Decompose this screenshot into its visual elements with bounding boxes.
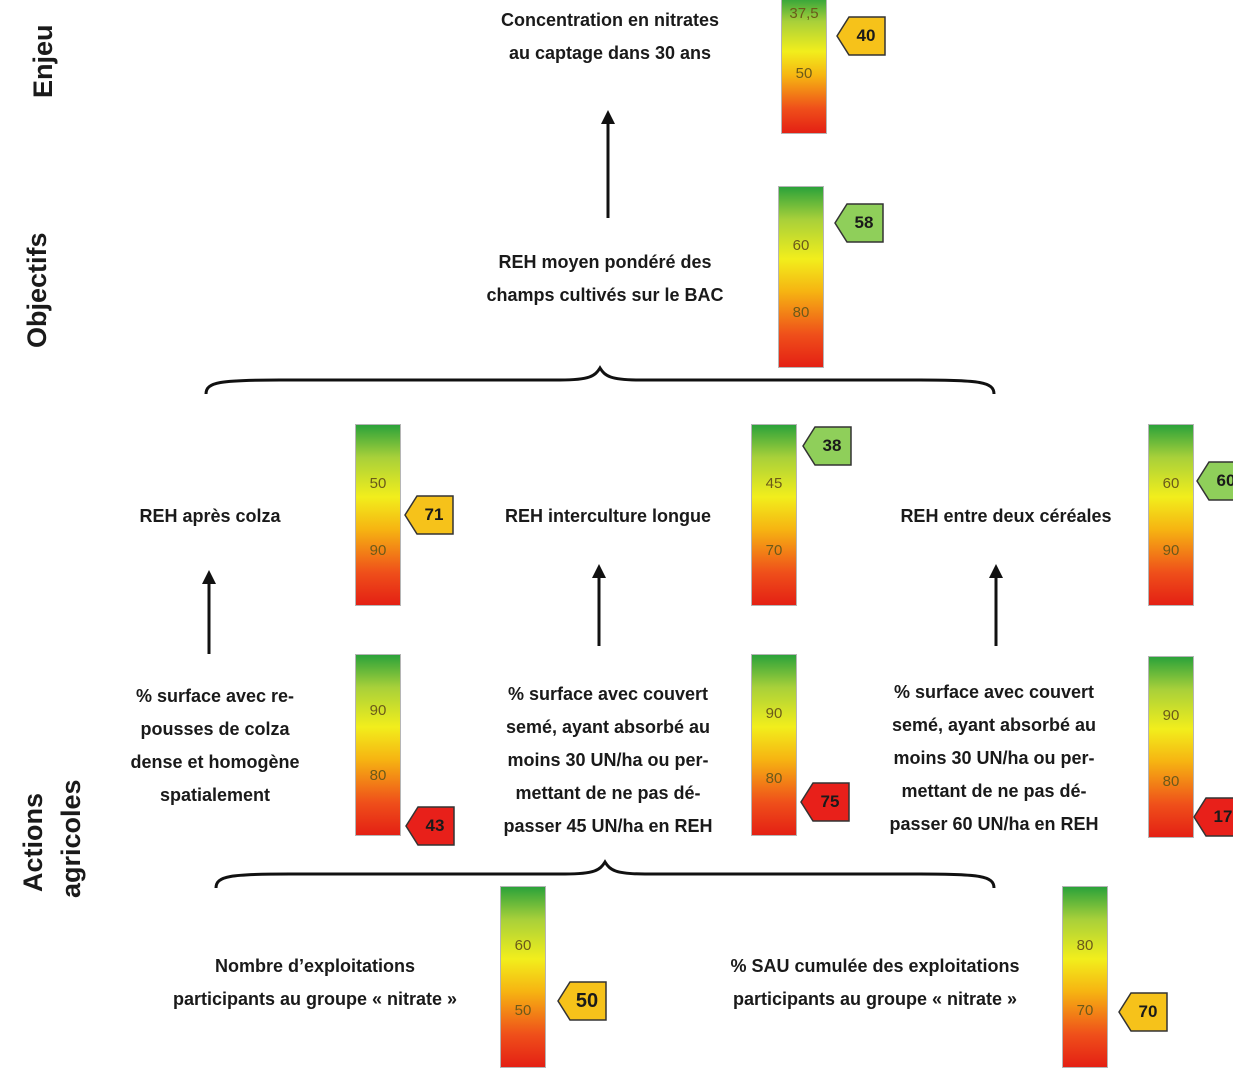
groupe-sau-marker: 70 bbox=[1118, 992, 1168, 1032]
arrow-up-icon bbox=[601, 110, 615, 218]
action-colza-text: % surface avec re- pousses de colza dens… bbox=[130, 686, 300, 805]
gauge-tick: 80 bbox=[1162, 773, 1180, 790]
gauge-tick: 60 bbox=[1162, 475, 1180, 492]
marker-value: 43 bbox=[425, 816, 445, 835]
objectif-value-marker: 58 bbox=[834, 203, 884, 243]
gauge-tick: 90 bbox=[765, 705, 783, 722]
gauge-tick: 70 bbox=[765, 542, 783, 559]
reh-cereales-gauge: 60 90 bbox=[1148, 424, 1194, 606]
marker-value: 71 bbox=[424, 505, 444, 524]
marker-value: 70 bbox=[1138, 1002, 1158, 1021]
action-interculture-text: % surface avec couvert semé, ayant absor… bbox=[503, 684, 713, 836]
arrow-up-icon bbox=[202, 570, 216, 654]
gauge-tick: 50 bbox=[369, 475, 387, 492]
gauge-tick: 37,5 bbox=[789, 5, 819, 22]
marker-value: 75 bbox=[820, 792, 840, 811]
reh-cereales-marker: 60 bbox=[1196, 461, 1233, 501]
arrow-up-icon bbox=[592, 564, 606, 646]
reh-cereales-text: REH entre deux céréales bbox=[900, 506, 1112, 526]
grouping-brace-top bbox=[204, 365, 996, 395]
gauge-tick: 70 bbox=[1076, 1002, 1094, 1019]
marker-value: 17 bbox=[1213, 807, 1233, 826]
objectif-gauge: 60 80 bbox=[778, 186, 824, 368]
gauge-tick: 90 bbox=[1162, 707, 1180, 724]
gauge-tick: 50 bbox=[795, 65, 813, 82]
gauge-tick: 80 bbox=[792, 304, 810, 321]
groupe-sau-gauge: 80 70 bbox=[1062, 886, 1108, 1068]
action-cereales-text: % surface avec couvert semé, ayant absor… bbox=[889, 682, 1099, 834]
reh-interculture-marker: 38 bbox=[802, 426, 852, 466]
side-label-objectifs: Objectifs bbox=[22, 232, 52, 348]
reh-interculture-text: REH interculture longue bbox=[504, 506, 711, 526]
arrow-up-icon bbox=[989, 564, 1003, 646]
gauge-tick: 45 bbox=[765, 475, 783, 492]
gauge-tick: 80 bbox=[1076, 937, 1094, 954]
gauge-tick: 90 bbox=[1162, 542, 1180, 559]
gauge-tick: 60 bbox=[514, 937, 532, 954]
reh-colza-text: REH après colza bbox=[139, 506, 281, 526]
groupe-exploitations-marker: 50 bbox=[557, 981, 607, 1021]
marker-value: 50 bbox=[575, 990, 599, 1012]
enjeu-value-marker: 40 bbox=[836, 16, 886, 56]
reh-colza-gauge: 50 90 bbox=[355, 424, 401, 606]
action-colza-marker: 43 bbox=[405, 806, 455, 846]
marker-value: 60 bbox=[1216, 471, 1233, 490]
action-interculture-marker: 75 bbox=[800, 782, 850, 822]
marker-value: 40 bbox=[856, 26, 876, 45]
enjeu-text: Concentration en nitrates au captage dan… bbox=[500, 10, 720, 63]
groupe-exploitations-text: Nombre d’exploitations participants au g… bbox=[172, 956, 458, 1009]
objectif-text: REH moyen pondéré des champs cultivés su… bbox=[486, 252, 724, 305]
gauge-tick: 90 bbox=[369, 542, 387, 559]
gauge-tick: 50 bbox=[514, 1002, 532, 1019]
gauge-tick: 90 bbox=[369, 702, 387, 719]
marker-value: 58 bbox=[854, 213, 874, 232]
action-interculture-gauge: 90 80 bbox=[751, 654, 797, 836]
gauge-tick: 60 bbox=[792, 237, 810, 254]
action-cereales-marker: 17 bbox=[1193, 797, 1233, 837]
gauge-tick: 80 bbox=[369, 767, 387, 784]
action-cereales-gauge: 90 80 bbox=[1148, 656, 1194, 838]
gauge-tick: 80 bbox=[765, 770, 783, 787]
side-label-actions: Actions bbox=[18, 792, 48, 892]
side-label-enjeu: Enjeu bbox=[28, 24, 58, 98]
side-label-agricoles-text: agricoles bbox=[56, 779, 86, 898]
grouping-brace-bottom bbox=[214, 859, 996, 889]
groupe-exploitations-gauge: 60 50 bbox=[500, 886, 546, 1068]
reh-colza-marker: 71 bbox=[404, 495, 454, 535]
groupe-sau-text: % SAU cumulée des exploitations particip… bbox=[730, 956, 1020, 1009]
enjeu-gauge: 37,5 50 bbox=[781, 0, 827, 134]
reh-interculture-gauge: 45 70 bbox=[751, 424, 797, 606]
action-colza-gauge: 90 80 bbox=[355, 654, 401, 836]
marker-value: 38 bbox=[822, 436, 842, 455]
